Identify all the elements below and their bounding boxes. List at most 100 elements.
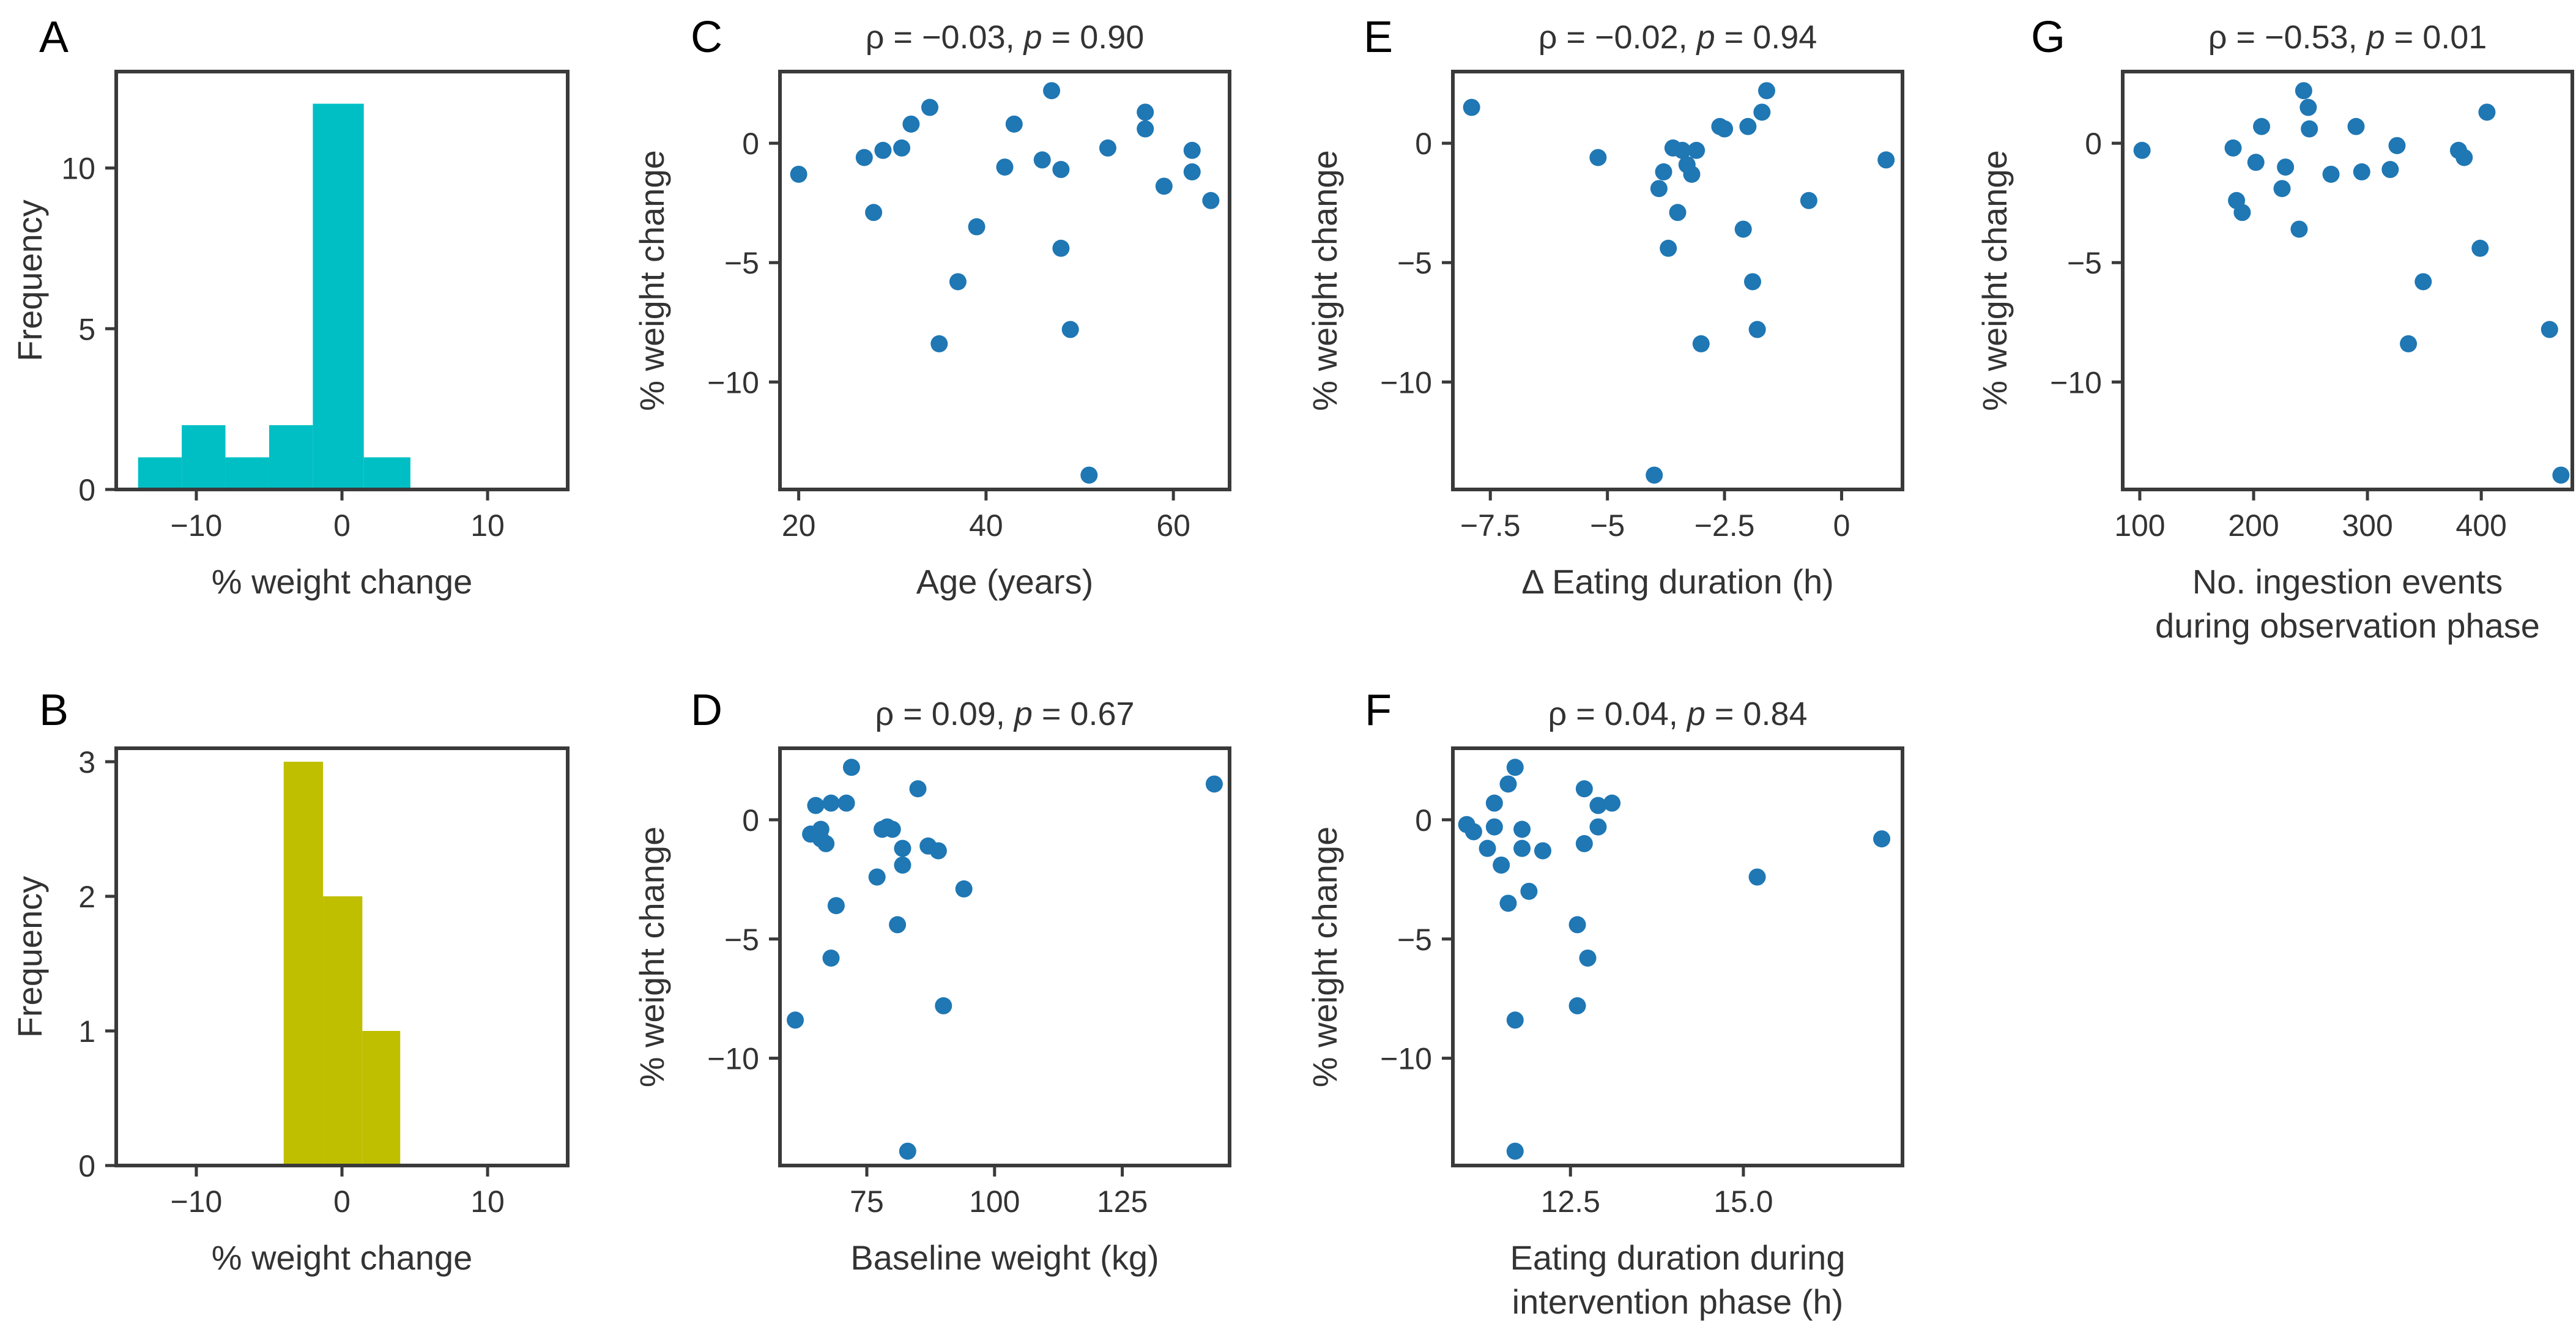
scatter-point — [2299, 99, 2317, 116]
scatter-point — [1155, 177, 1173, 195]
scatter-point — [1479, 839, 1496, 857]
scatter-point — [1506, 1142, 1524, 1160]
histogram-bar — [323, 896, 363, 1166]
scatter-point — [2290, 220, 2308, 238]
scatter-point — [1568, 916, 1586, 934]
scatter-point — [874, 141, 892, 159]
scatter-point — [1568, 997, 1586, 1014]
y-tick-label: −10 — [2050, 365, 2102, 400]
panel-letter: D — [691, 686, 722, 735]
scatter-point — [2133, 141, 2151, 159]
title-p-value: = 0.90 — [1042, 19, 1145, 56]
scatter-point — [1137, 120, 1154, 138]
histogram-bar — [363, 457, 410, 489]
scatter-point — [787, 1011, 804, 1029]
scatter-point — [1183, 141, 1201, 159]
scatter-point — [817, 835, 835, 852]
scatter-point — [1499, 894, 1517, 912]
panel-letter: G — [2031, 13, 2065, 62]
y-tick-label: 0 — [1415, 127, 1432, 161]
scatter-point — [1646, 466, 1663, 484]
x-tick-label: 75 — [850, 1184, 884, 1219]
scatter-point — [868, 868, 886, 886]
plot-frame — [1451, 70, 1904, 491]
x-tick-label: 15.0 — [1713, 1184, 1773, 1219]
panel-title: ρ = 0.09, p = 0.67 — [875, 696, 1134, 732]
title-rho: ρ = 0.04, — [1548, 696, 1687, 732]
scatter-point — [2388, 136, 2406, 154]
histogram-bar — [225, 457, 269, 489]
x-tick-label: −10 — [171, 1184, 223, 1219]
y-tick-label: −5 — [724, 923, 759, 957]
scatter-point — [827, 897, 845, 915]
title-rho: ρ = −0.03, — [866, 19, 1024, 56]
plot-frame — [2121, 70, 2574, 491]
title-rho: ρ = −0.53, — [2208, 19, 2367, 56]
scatter-point — [1183, 163, 1201, 180]
scatter-point — [889, 916, 907, 934]
plot-frame — [778, 70, 1231, 491]
scatter-point — [921, 99, 938, 116]
scatter-point — [1692, 335, 1710, 352]
y-axis-label: % weight change — [633, 150, 671, 411]
scatter-point — [949, 273, 967, 291]
title-p-symbol: p — [1686, 696, 1706, 732]
histogram-bar — [283, 762, 324, 1166]
x-tick-label: 60 — [1156, 508, 1190, 543]
x-tick-label: 100 — [969, 1184, 1020, 1219]
panel-b: B −10 0 10 0 1 2 3 % weight change Frequency — [10, 686, 570, 1277]
scatter-point — [2277, 158, 2295, 176]
x-tick-label: 400 — [2455, 508, 2506, 543]
scatter-point — [807, 797, 825, 814]
x-tick-label: 0 — [333, 1184, 351, 1219]
scatter-point — [1493, 856, 1510, 874]
scatter-point — [1005, 115, 1023, 133]
histogram-bar — [138, 457, 182, 489]
scatter-point — [1485, 794, 1503, 812]
scatter-point — [1080, 466, 1098, 484]
plot-frame — [1451, 746, 1904, 1167]
x-axis-label: No. ingestion events — [2192, 562, 2503, 601]
scatter-point — [1650, 180, 1668, 198]
scatter-point — [1464, 823, 1482, 841]
scatter-point — [1513, 820, 1531, 838]
y-axis-label: Frequency — [10, 876, 49, 1038]
x-axis-label: Δ Eating duration (h) — [1521, 562, 1834, 601]
y-tick-label: 0 — [78, 473, 95, 507]
scatter-point — [1589, 797, 1607, 814]
scatter-point — [1603, 794, 1621, 812]
panel-a: A −10 0 10 0 5 10 % weight change Frequency — [10, 13, 570, 601]
scatter-point — [1739, 117, 1757, 135]
y-tick-label: 10 — [61, 152, 95, 186]
scatter-point — [909, 780, 927, 798]
scatter-point — [1579, 949, 1597, 967]
title-p-symbol: p — [1013, 696, 1033, 732]
plot-frame — [778, 746, 1231, 1167]
scatter-point — [822, 949, 840, 967]
x-tick-label: −2.5 — [1694, 508, 1755, 543]
x-tick-label: 10 — [470, 508, 505, 543]
scatter-point — [1674, 141, 1691, 159]
scatter-point — [1758, 82, 1775, 100]
scatter-point — [837, 794, 855, 812]
y-axis-label: % weight change — [1305, 150, 1344, 411]
scatter-point — [865, 204, 883, 221]
title-p-value: = 0.84 — [1706, 696, 1808, 732]
title-p-symbol: p — [1696, 19, 1715, 56]
x-axis-label-line2: during observation phase — [2155, 606, 2540, 645]
scatter-point — [2381, 161, 2399, 179]
scatter-point — [1589, 149, 1607, 166]
panel-letter: A — [39, 13, 69, 62]
y-axis-label: % weight change — [633, 827, 671, 1088]
scatter-point — [893, 139, 911, 157]
y-axis-label: % weight change — [1975, 150, 2014, 411]
scatter-point — [2415, 273, 2432, 291]
scatter-point — [1688, 141, 1706, 159]
y-axis-label: % weight change — [1305, 827, 1344, 1088]
y-tick-label: 5 — [78, 312, 95, 346]
scatter-point — [2295, 82, 2312, 100]
scatter-point — [1683, 165, 1701, 183]
panel-letter: C — [691, 13, 722, 62]
scatter-point — [1753, 103, 1771, 121]
